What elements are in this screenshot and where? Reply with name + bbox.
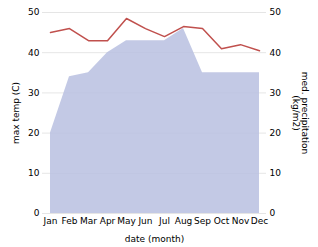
svg-text:Apr: Apr bbox=[100, 216, 116, 226]
svg-text:10: 10 bbox=[28, 168, 40, 178]
svg-text:0: 0 bbox=[270, 208, 276, 218]
svg-text:Mar: Mar bbox=[80, 216, 97, 226]
svg-text:Sep: Sep bbox=[194, 216, 211, 226]
svg-text:50: 50 bbox=[270, 7, 282, 17]
svg-text:Aug: Aug bbox=[175, 216, 193, 226]
svg-text:30: 30 bbox=[270, 88, 282, 98]
svg-text:50: 50 bbox=[28, 7, 40, 17]
svg-text:Jan: Jan bbox=[43, 216, 58, 226]
svg-text:Dec: Dec bbox=[251, 216, 268, 226]
svg-text:Oct: Oct bbox=[214, 216, 230, 226]
svg-text:0: 0 bbox=[34, 208, 40, 218]
svg-text:20: 20 bbox=[270, 128, 282, 138]
svg-text:20: 20 bbox=[28, 128, 40, 138]
svg-text:max temp (C): max temp (C) bbox=[11, 82, 21, 144]
svg-text:Feb: Feb bbox=[62, 216, 78, 226]
svg-text:10: 10 bbox=[270, 168, 282, 178]
svg-text:Nov: Nov bbox=[232, 216, 250, 226]
svg-text:date (month): date (month) bbox=[125, 234, 184, 244]
svg-text:30: 30 bbox=[28, 88, 40, 98]
svg-text:med. precipitation(kg/m2): med. precipitation(kg/m2) bbox=[291, 72, 310, 154]
svg-text:Jul: Jul bbox=[158, 216, 170, 226]
svg-text:40: 40 bbox=[270, 48, 282, 58]
svg-text:May: May bbox=[117, 216, 136, 226]
svg-text:Jun: Jun bbox=[137, 216, 152, 226]
svg-text:40: 40 bbox=[28, 48, 40, 58]
